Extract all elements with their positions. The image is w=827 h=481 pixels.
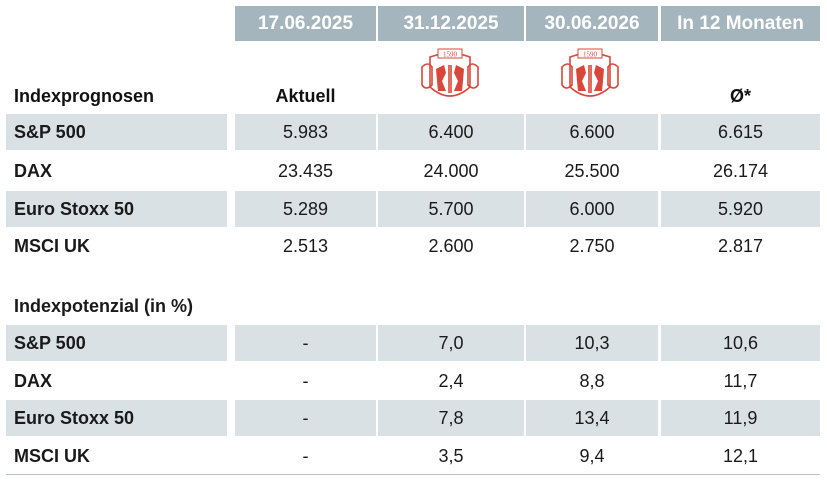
- seal-year: 1590: [443, 51, 458, 59]
- table-row: Euro Stoxx 50 5.289 5.700 6.000 5.920: [6, 191, 820, 227]
- value-cell: 10,3: [574, 332, 610, 353]
- column-header-12-monate: In 12 Monaten: [661, 6, 820, 41]
- value-cell: 7,0: [438, 332, 464, 353]
- seal-year: 1590: [583, 51, 598, 59]
- row-label: MSCI UK: [14, 235, 90, 256]
- value-cell: 24.000: [423, 160, 479, 181]
- column-header-31-12-2025: 31.12.2025: [378, 6, 524, 41]
- column-header-label: In 12 Monaten: [677, 12, 804, 34]
- row-label: S&P 500: [14, 121, 86, 142]
- value-cell: 11,7: [723, 370, 758, 391]
- value-cell: 6.615: [717, 121, 764, 142]
- value-cell: 11,9: [723, 407, 758, 428]
- row-label: Euro Stoxx 50: [14, 407, 135, 428]
- value-cell: -: [302, 332, 309, 353]
- value-cell: -: [302, 445, 309, 466]
- value-cell: 2.513: [282, 235, 329, 256]
- bear-seal-logo-icon: 1590: [561, 48, 619, 97]
- column-header-30-06-2026: 30.06.2026: [526, 6, 658, 41]
- row-label: DAX: [14, 370, 53, 391]
- bottom-divider: [6, 474, 820, 475]
- value-cell: 9,4: [579, 445, 605, 466]
- section-title-indexpotenzial: Indexpotenzial (in %): [14, 296, 194, 316]
- value-cell: 5.289: [282, 198, 329, 219]
- value-cell: 6.400: [428, 121, 474, 142]
- value-cell: -: [302, 370, 309, 391]
- table-row: MSCI UK 2.513 2.600 2.750 2.817: [6, 228, 820, 264]
- average-label: Ø*: [729, 86, 751, 106]
- value-cell: 12,1: [722, 445, 759, 466]
- value-cell: 2,4: [438, 370, 464, 391]
- table-row: DAX 23.435 24.000 25.500 26.174: [6, 153, 820, 189]
- column-header-label: 31.12.2025: [403, 12, 499, 34]
- value-cell: 2.600: [428, 235, 474, 256]
- table-row: MSCI UK - 3,5 9,4 12,1: [6, 438, 820, 474]
- value-cell: 3,5: [438, 445, 464, 466]
- row-label: S&P 500: [14, 332, 86, 353]
- value-cell: 2.750: [569, 235, 615, 256]
- column-header-label: 30.06.2026: [544, 12, 640, 34]
- value-cell: 25.500: [564, 160, 620, 181]
- row-label: MSCI UK: [14, 445, 90, 466]
- value-cell: 26.174: [712, 160, 769, 181]
- aktuell-label: Aktuell: [275, 86, 336, 106]
- value-cell: -: [302, 407, 309, 428]
- value-cell: 7,8: [438, 407, 464, 428]
- bear-seal-logo-icon: 1590: [421, 48, 479, 97]
- table-row: S&P 500 5.983 6.400 6.600 6.615: [6, 114, 820, 150]
- value-cell: 6.000: [569, 198, 615, 219]
- value-cell: 6.600: [569, 121, 615, 142]
- section-title-indexprognosen: Indexprognosen: [14, 86, 155, 106]
- row-label: DAX: [14, 160, 53, 181]
- value-cell: 2.817: [717, 235, 764, 256]
- value-cell: 5.700: [428, 198, 474, 219]
- value-cell: 23.435: [277, 160, 334, 181]
- value-cell: 8,8: [579, 370, 605, 391]
- column-header-label: 17.06.2025: [257, 12, 354, 34]
- value-cell: 13,4: [574, 407, 610, 428]
- value-cell: 5.920: [717, 198, 764, 219]
- table-row: Euro Stoxx 50 - 7,8 13,4 11,9: [6, 400, 820, 436]
- table-row: DAX - 2,4 8,8 11,7: [6, 363, 820, 399]
- value-cell: 5.983: [282, 121, 329, 142]
- value-cell: 10,6: [722, 332, 759, 353]
- column-header-17-06-2025: 17.06.2025: [235, 6, 376, 41]
- row-label: Euro Stoxx 50: [14, 198, 135, 219]
- table-row: S&P 500 - 7,0 10,3 10,6: [6, 325, 820, 361]
